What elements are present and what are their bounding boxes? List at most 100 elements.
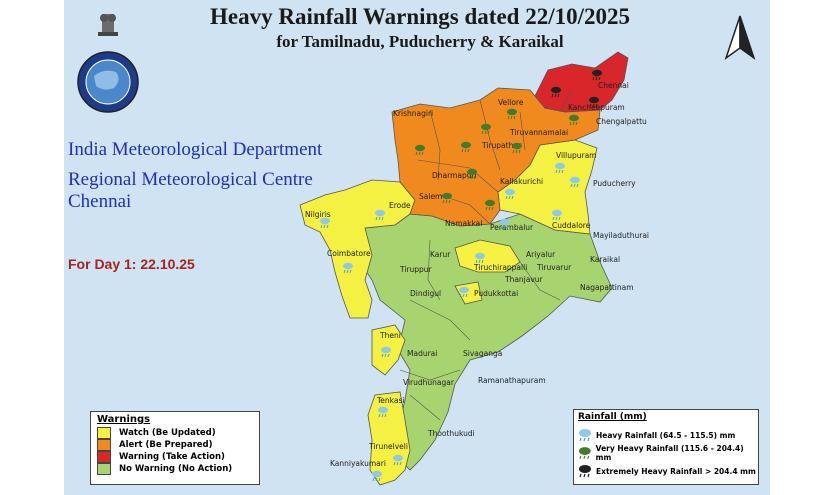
cloud-rain-light-icon <box>320 217 330 229</box>
cloud-rain-dark-icon <box>551 86 561 98</box>
rainfall-item-heavy: Heavy Rainfall (64.5 - 115.5) mm <box>578 426 758 444</box>
label-puducherry: Puducherry <box>593 179 636 188</box>
cloud-rain-light-icon <box>475 252 485 264</box>
legend-label-watch: Watch (Be Updated) <box>119 428 216 438</box>
rainfall-label-very-heavy: Very Heavy Rainfall (115.6 - 204.4) mm <box>595 444 744 462</box>
label-kallakurichi: Kallakurichi <box>500 177 543 186</box>
cloud-rain-light-icon <box>505 188 515 200</box>
label-krishnagiri: Krishnagiri <box>393 109 433 118</box>
label-cuddalore: Cuddalore <box>552 221 591 230</box>
label-thanjavur: Thanjavur <box>504 275 544 284</box>
label-karaikal: Karaikal <box>590 255 620 264</box>
no-warning-swatch <box>97 463 111 475</box>
region-watch-south <box>367 391 411 486</box>
cloud-rain-green-icon <box>481 123 491 135</box>
label-chengalpattu: Chengalpattu <box>596 117 647 126</box>
label-tirunelveli: Tirunelveli <box>368 442 408 451</box>
label-theni: Theni <box>379 331 401 340</box>
north-arrow-icon <box>724 15 756 60</box>
label-kancheepuram: Kancheepuram <box>568 103 625 112</box>
rainfall-legend: Rainfall (mm) Heavy Rainfall (64.5 - 115… <box>573 409 759 485</box>
rainfall-item-extremely-heavy: Extremely Heavy Rainfall > 204.4 mm <box>578 462 758 480</box>
legend-label-no-warning: No Warning (No Action) <box>119 464 233 474</box>
label-namakkal: Namakkal <box>445 219 482 228</box>
rainfall-label-heavy: Heavy Rainfall (64.5 - 115.5) mm <box>596 430 736 440</box>
legend-item-alert: Alert (Be Prepared) <box>97 439 259 451</box>
agency-line-2: Regional Meteorological Centre <box>68 169 313 190</box>
cloud-rain-light-icon <box>500 218 510 230</box>
cloud-rain-green-icon <box>512 142 522 154</box>
label-tiruvannamalai: Tiruvannamalai <box>509 128 568 137</box>
label-villupuram: Villupuram <box>556 151 596 160</box>
label-sivaganga: Sivaganga <box>463 349 502 358</box>
emblem-icon <box>98 14 118 36</box>
label-chennai: Chennai <box>598 81 629 90</box>
cloud-rain-light-icon <box>570 176 580 188</box>
cloud-rain-dark-icon <box>592 69 602 81</box>
rainfall-item-very-heavy: Very Heavy Rainfall (115.6 - 204.4) mm <box>578 444 758 462</box>
label-tiruchirappalli: Tiruchirappalli <box>473 263 527 272</box>
cloud-rain-dark-icon <box>589 96 599 108</box>
cloud-rain-dark-icon <box>579 465 591 478</box>
label-tirupathur: Tirupathur <box>481 141 522 150</box>
region-alert <box>391 87 601 227</box>
legend-item-no-warning: No Warning (No Action) <box>97 463 259 475</box>
legend-item-warning: Warning (Take Action) <box>97 451 259 463</box>
label-thoothukudi: Thoothukudi <box>427 429 475 438</box>
legend-label-warning: Warning (Take Action) <box>119 452 225 462</box>
cloud-rain-light-icon <box>579 429 591 442</box>
cloud-rain-light-icon <box>375 209 385 221</box>
label-coimbatore: Coimbatore <box>327 249 371 258</box>
region-watch-west <box>299 179 416 319</box>
label-ramanathapuram: Ramanathapuram <box>478 376 546 385</box>
label-tiruvarur: Tiruvarur <box>536 263 572 272</box>
label-tenkasi: Tenkasi <box>376 396 404 405</box>
label-kanniyakumari: Kanniyakumari <box>330 459 386 468</box>
label-erode: Erode <box>389 201 411 210</box>
cloud-rain-green-icon <box>578 447 591 460</box>
cloud-rain-light-icon <box>459 286 469 298</box>
label-madurai: Madurai <box>407 349 437 358</box>
cloud-rain-light-icon <box>378 406 388 418</box>
label-nilgiris: Nilgiris <box>305 210 331 219</box>
rainfall-legend-title: Rainfall (mm) <box>578 412 647 422</box>
label-salem: Salem <box>419 192 442 201</box>
label-dharmapuri: Dharmapuri <box>432 171 477 180</box>
globe-seal-icon <box>77 51 139 113</box>
cloud-rain-light-icon <box>372 470 382 482</box>
watch-swatch <box>97 427 111 439</box>
page-title: Heavy Rainfall Warnings dated 22/10/2025 <box>209 4 630 29</box>
label-dindigul: Dindigul <box>410 289 441 298</box>
warning-swatch <box>97 451 111 463</box>
imd-logo <box>77 14 139 113</box>
district-boundaries <box>399 89 573 421</box>
agency-line-1: India Meteorological Department <box>68 139 323 160</box>
day-label: For Day 1: 22.10.25 <box>68 256 195 272</box>
label-nagapattinam: Nagapattinam <box>580 283 634 292</box>
cloud-rain-light-icon <box>343 262 353 274</box>
rainfall-label-extremely-heavy: Extremely Heavy Rainfall > 204.4 mm <box>596 466 756 476</box>
cloud-rain-green-icon <box>569 114 579 126</box>
cloud-rain-green-icon <box>461 141 471 153</box>
page-subtitle: for Tamilnadu, Puducherry & Karaikal <box>276 32 564 51</box>
region-watch-trichy <box>454 239 521 273</box>
label-pudukkottai: Pudukkottai <box>474 289 518 298</box>
rain-icons <box>320 69 602 482</box>
cloud-rain-light-icon <box>381 346 391 358</box>
label-ariyalur: Ariyalur <box>526 250 556 259</box>
warning-legend: Warnings Watch (Be Updated) Alert (Be Pr… <box>90 411 260 485</box>
label-virudhunagar: Virudhunagar <box>403 378 455 387</box>
cloud-rain-light-icon <box>393 454 403 466</box>
agency-line-3: Chennai <box>68 191 132 212</box>
cloud-rain-green-icon <box>467 168 477 180</box>
legend-item-watch: Watch (Be Updated) <box>97 427 259 439</box>
label-karur: Karur <box>430 250 451 259</box>
alert-swatch <box>97 439 111 451</box>
cloud-rain-light-icon <box>552 209 562 221</box>
cloud-rain-light-icon <box>555 162 565 174</box>
cloud-rain-green-icon <box>415 144 425 156</box>
warning-legend-title: Warnings <box>97 414 151 425</box>
label-perambalur: Perambalur <box>490 223 534 232</box>
